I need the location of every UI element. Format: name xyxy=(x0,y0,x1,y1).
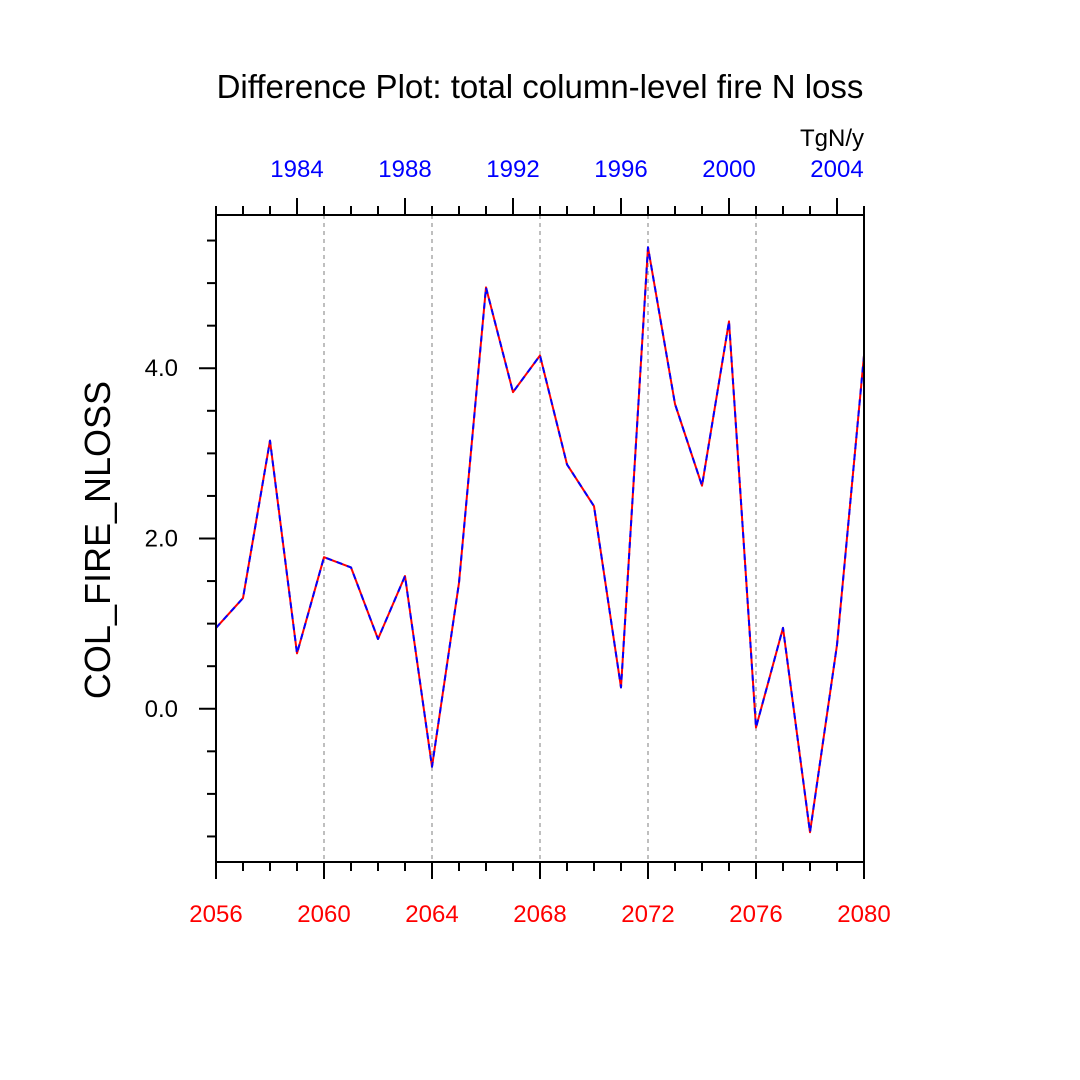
axes: 2056 2060 2064 2068 2072 2076 2080 1984 1988 1992… xyxy=(145,156,891,928)
chart-title: Difference Plot: total column-level fire… xyxy=(217,68,864,105)
x-tick-label: 2080 xyxy=(837,901,890,928)
x-tick-label: 2056 xyxy=(189,901,242,928)
y-axis-label: COL_FIRE_NLOSS xyxy=(77,381,118,699)
y-tick-label: 2.0 xyxy=(145,526,178,553)
top-x-tick-label: 1988 xyxy=(378,156,431,183)
y-tick-label: 0.0 xyxy=(145,696,178,723)
top-x-tick-label: 1996 xyxy=(594,156,647,183)
grid xyxy=(323,215,757,862)
series xyxy=(215,246,865,834)
x-tick-label: 2060 xyxy=(297,901,350,928)
top-x-tick-label: 2000 xyxy=(702,156,755,183)
top-x-tick-label: 2004 xyxy=(810,156,863,183)
x-tick-label: 2064 xyxy=(405,901,458,928)
top-x-tick-label: 1992 xyxy=(486,156,539,183)
units-label: TgN/y xyxy=(800,125,864,152)
x-tick-label: 2076 xyxy=(729,901,782,928)
x-tick-label: 2068 xyxy=(513,901,566,928)
y-tick-label: 4.0 xyxy=(145,355,178,382)
series-line-red xyxy=(215,246,865,834)
top-x-tick-label: 1984 xyxy=(270,156,323,183)
x-tick-label: 2072 xyxy=(621,901,674,928)
